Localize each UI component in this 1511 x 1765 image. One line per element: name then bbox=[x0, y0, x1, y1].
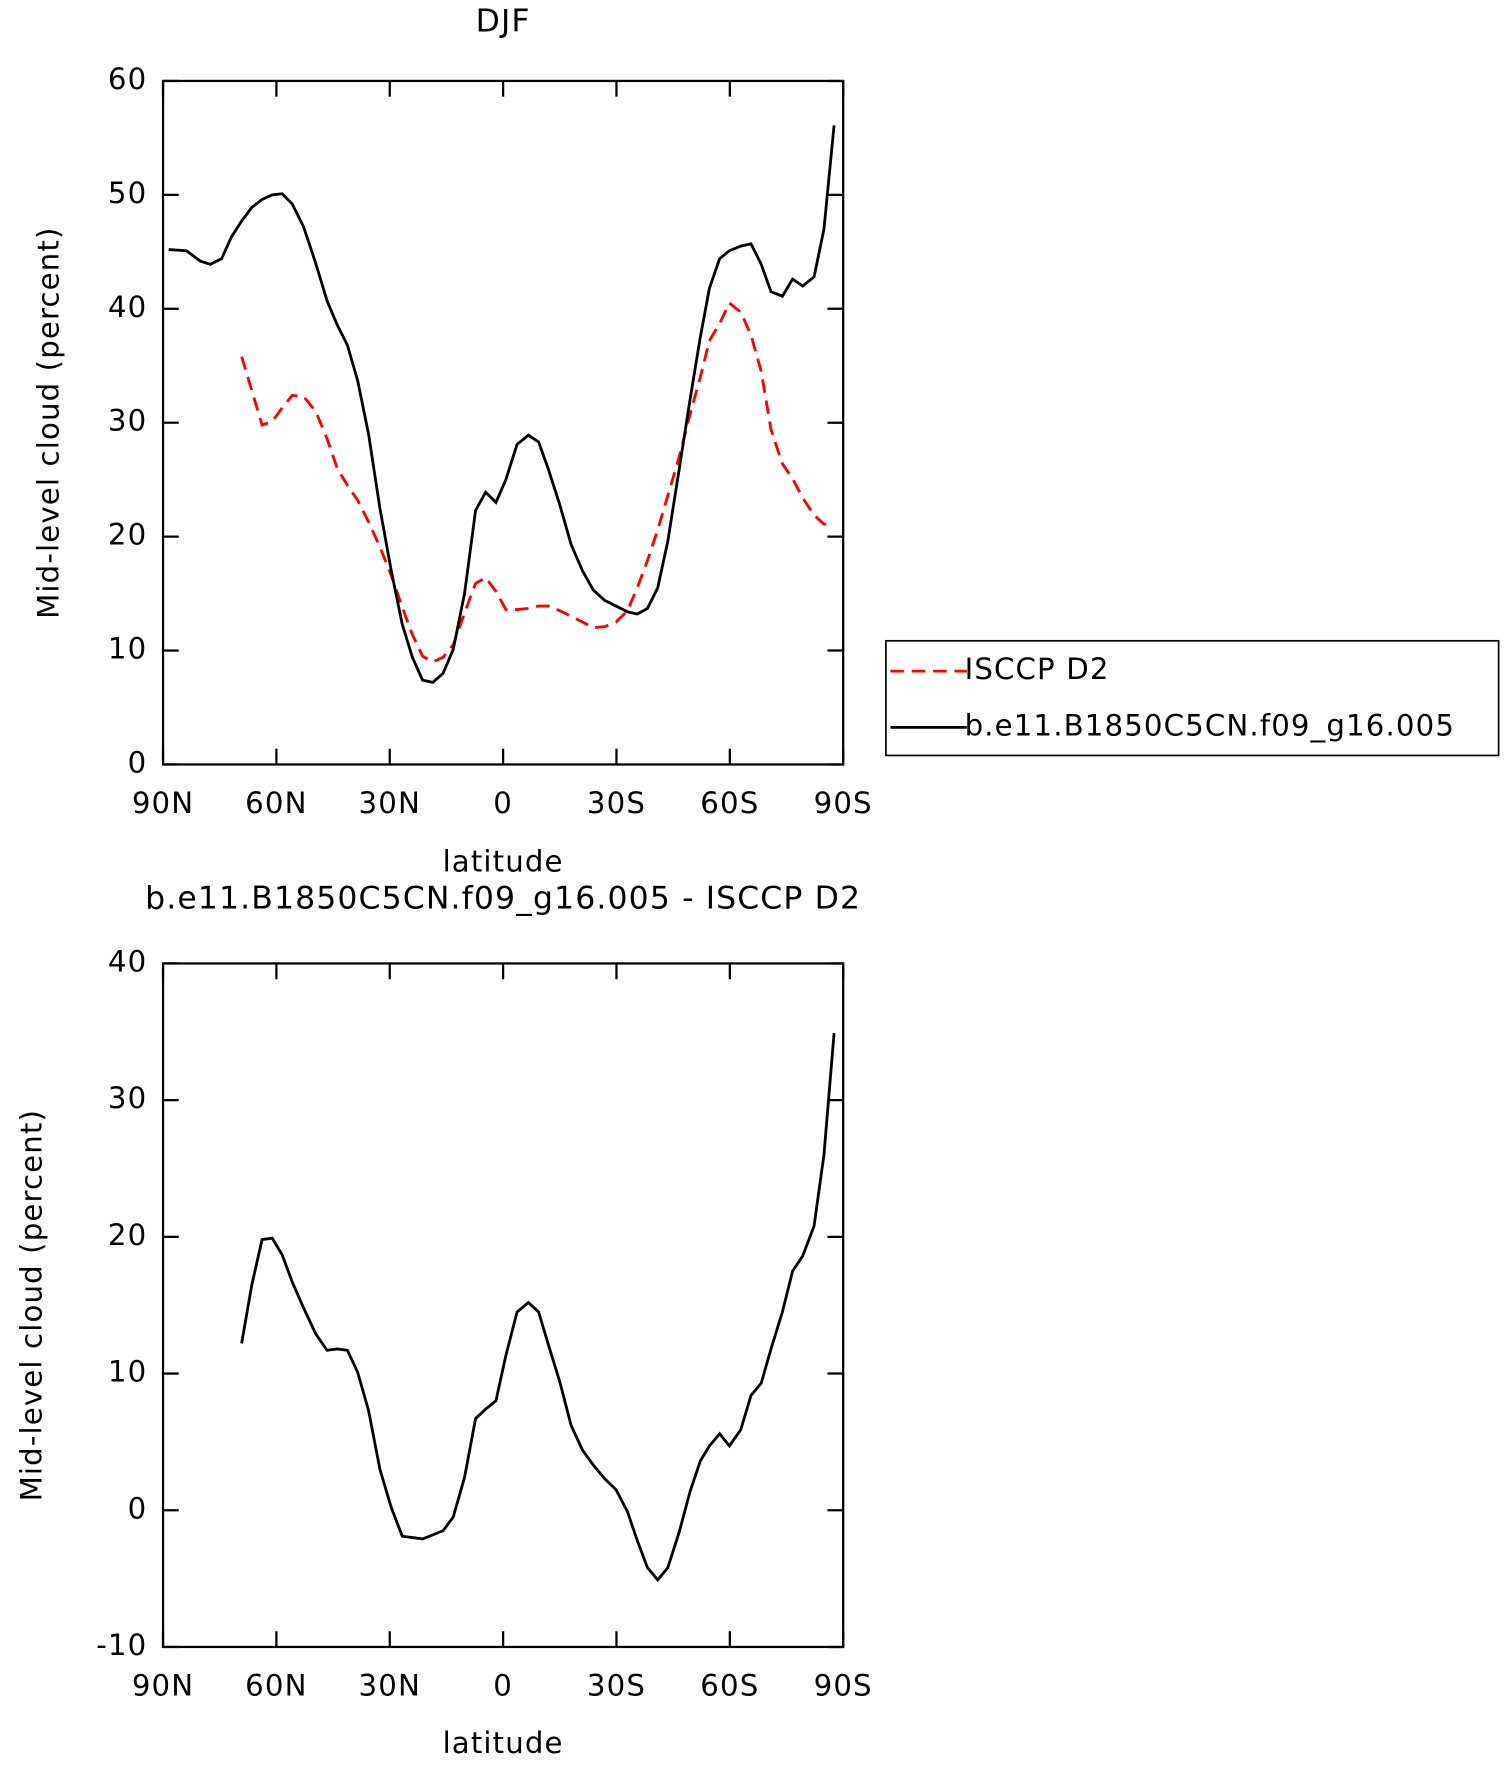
y-tick-label: -10 bbox=[96, 1628, 147, 1662]
legend-box bbox=[885, 639, 1500, 757]
y-axis-label: Mid-level cloud (percent) bbox=[15, 1109, 49, 1501]
y-tick-label: 40 bbox=[108, 290, 147, 324]
x-tick-label: 60S bbox=[700, 1668, 759, 1702]
x-axis-label: latitude bbox=[443, 844, 564, 878]
data-line bbox=[168, 125, 836, 684]
plot-frame bbox=[161, 79, 845, 766]
x-tick-label: 90S bbox=[814, 786, 873, 820]
x-tick-label: 30S bbox=[587, 786, 646, 820]
y-tick-label: 50 bbox=[108, 176, 147, 210]
x-tick-label: 30N bbox=[359, 786, 421, 820]
y-tick-label: 20 bbox=[108, 1218, 147, 1252]
y-tick-label: 30 bbox=[108, 1081, 147, 1115]
legend-label: b.e11.B1850C5CN.f09_g16.005 bbox=[965, 708, 1455, 742]
x-tick-label: 30N bbox=[359, 1668, 421, 1702]
y-axis-label: Mid-level cloud (percent) bbox=[32, 226, 66, 618]
data-line bbox=[240, 1033, 836, 1583]
y-tick-label: 0 bbox=[128, 1491, 148, 1525]
y-tick-label: 10 bbox=[108, 632, 147, 666]
y-tick-label: 20 bbox=[108, 518, 147, 552]
x-tick-label: 90N bbox=[132, 1668, 194, 1702]
x-tick-label: 30S bbox=[587, 1668, 646, 1702]
y-tick-label: 0 bbox=[128, 745, 148, 779]
y-tick-label: 10 bbox=[108, 1355, 147, 1389]
y-tick-label: 40 bbox=[108, 944, 147, 978]
x-tick-label: 90N bbox=[132, 786, 194, 820]
y-tick-label: 60 bbox=[108, 62, 147, 96]
x-tick-label: 60S bbox=[700, 786, 759, 820]
x-tick-label: 90S bbox=[814, 1668, 873, 1702]
chart-title: b.e11.B1850C5CN.f09_g16.005 - ISCCP D2 bbox=[145, 880, 861, 916]
x-tick-label: 60N bbox=[245, 786, 307, 820]
x-tick-label: 60N bbox=[245, 1668, 307, 1702]
y-tick-label: 30 bbox=[108, 404, 147, 438]
data-line bbox=[240, 300, 835, 664]
x-tick-label: 0 bbox=[493, 786, 513, 820]
plot-frame bbox=[161, 962, 845, 1649]
x-axis-label: latitude bbox=[443, 1726, 564, 1760]
x-tick-label: 0 bbox=[493, 1668, 513, 1702]
legend-label: ISCCP D2 bbox=[965, 652, 1110, 686]
chart-title: DJF bbox=[476, 3, 531, 39]
